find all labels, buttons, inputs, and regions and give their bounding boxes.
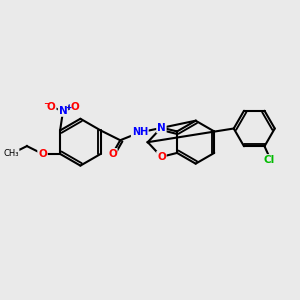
- Text: O: O: [157, 152, 166, 162]
- Text: O: O: [47, 102, 56, 112]
- Text: CH₃: CH₃: [4, 149, 19, 158]
- Text: O: O: [38, 149, 47, 159]
- Text: Cl: Cl: [264, 155, 275, 165]
- Text: N: N: [59, 106, 68, 116]
- Text: +: +: [65, 103, 71, 112]
- Text: O: O: [70, 102, 79, 112]
- Text: −: −: [43, 99, 50, 108]
- Text: N: N: [157, 122, 166, 133]
- Text: O: O: [108, 149, 117, 159]
- Text: NH: NH: [132, 128, 148, 137]
